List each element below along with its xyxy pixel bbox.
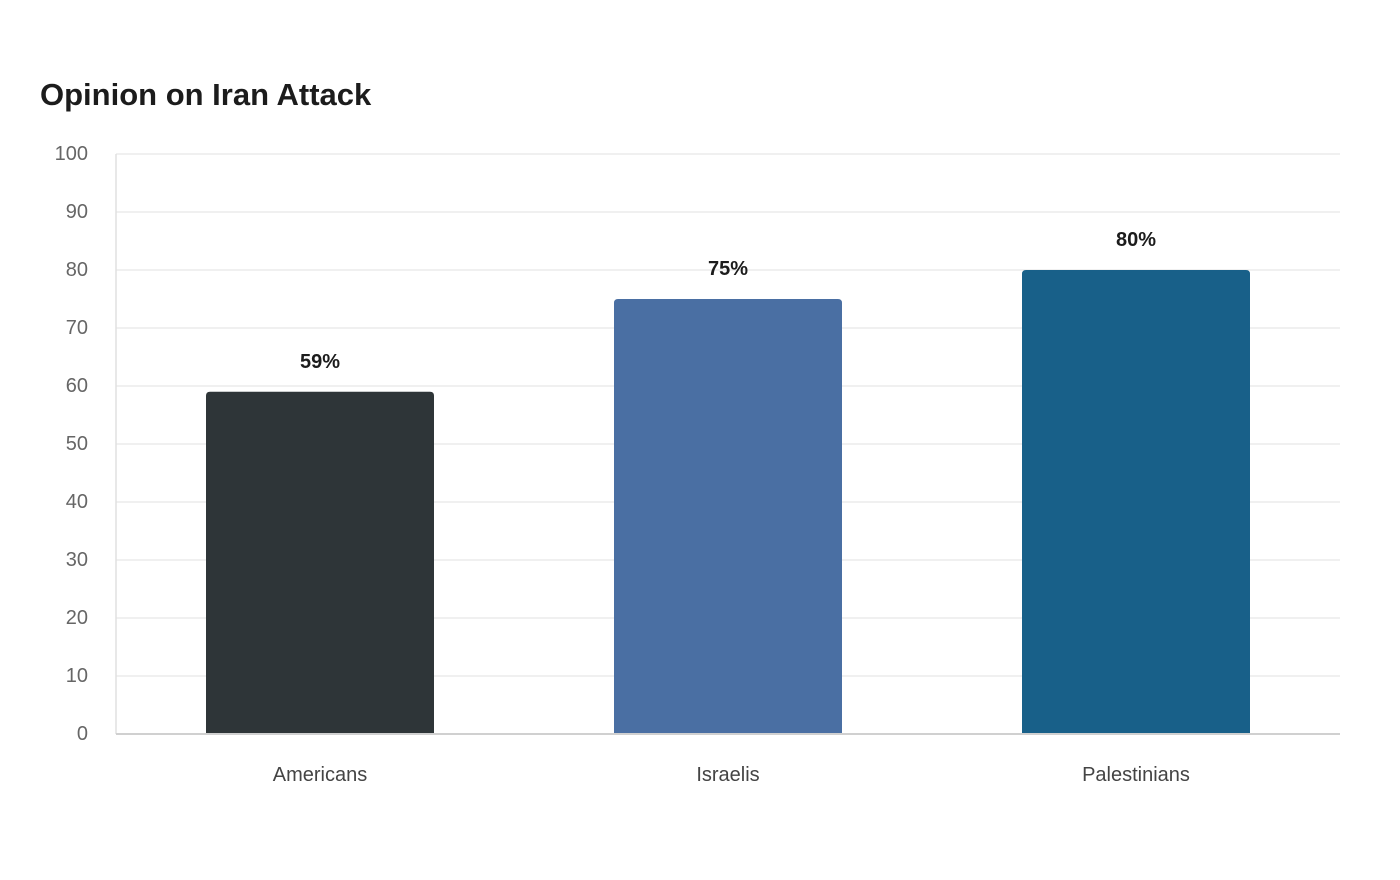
y-tick-label: 20 (66, 607, 88, 629)
bars (206, 270, 1250, 734)
bar (1022, 270, 1250, 734)
y-tick-label: 60 (66, 375, 88, 397)
x-tick-label: Americans (273, 764, 367, 786)
y-tick-label: 40 (66, 491, 88, 513)
bar (614, 299, 842, 734)
y-tick-label: 90 (66, 201, 88, 223)
x-tick-label: Palestinians (1082, 764, 1190, 786)
y-tick-label: 70 (66, 317, 88, 339)
data-label: 80% (1116, 229, 1156, 251)
data-label: 75% (708, 258, 748, 280)
x-tick-label: Israelis (696, 764, 759, 786)
y-tick-label: 10 (66, 665, 88, 687)
chart-title: Opinion on Iran Attack (40, 77, 372, 112)
y-tick-label: 100 (55, 143, 88, 165)
y-tick-label: 0 (77, 723, 88, 745)
bar (206, 391, 434, 734)
data-label: 59% (300, 351, 340, 373)
y-tick-label: 80 (66, 259, 88, 281)
labels: 0 10 20 30 40 50 60 70 80 90 100 59% Americans 75% Isr… (55, 143, 1190, 786)
y-tick-label: 30 (66, 549, 88, 571)
y-tick-label: 50 (66, 433, 88, 455)
